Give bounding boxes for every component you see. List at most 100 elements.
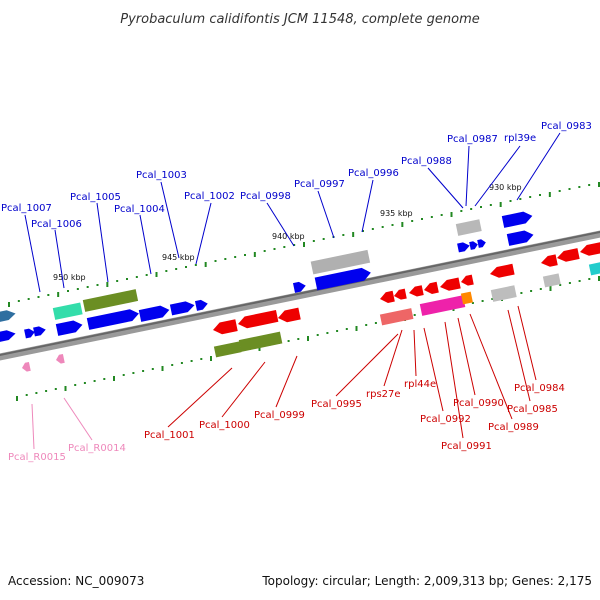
gene-shape-0999-shape bbox=[278, 307, 301, 323]
upper-tick bbox=[37, 296, 40, 298]
gene-label-pcal-1003[interactable]: Pcal_1003 bbox=[136, 170, 187, 181]
callout-rpl44e bbox=[413, 329, 417, 377]
gene-label-pcal-1006[interactable]: Pcal_1006 bbox=[31, 219, 82, 230]
domain-0988-shape bbox=[455, 219, 482, 236]
lower-tick bbox=[559, 284, 562, 286]
upper-tick bbox=[234, 256, 237, 258]
upper-tick bbox=[421, 218, 423, 220]
upper-tick bbox=[391, 224, 394, 226]
gene-label-pcal-0996[interactable]: Pcal_0996 bbox=[348, 168, 399, 179]
gene-shape-rps27e bbox=[394, 288, 407, 300]
gene-label-pcal-0988[interactable]: Pcal_0988 bbox=[401, 156, 452, 167]
domain-0988 bbox=[455, 219, 482, 236]
upper-tick bbox=[135, 276, 138, 278]
upper-tick bbox=[273, 248, 276, 250]
gene-label-pcal-0987[interactable]: Pcal_0987 bbox=[447, 134, 498, 145]
rna-shape-r0014 bbox=[56, 353, 65, 364]
gene-label-pcal-0990[interactable]: Pcal_0990 bbox=[453, 398, 504, 409]
lower-tick bbox=[481, 300, 484, 302]
gene-label-pcal-1000[interactable]: Pcal_1000 bbox=[199, 420, 250, 431]
gene-shape-1007b-shape bbox=[24, 328, 35, 339]
callout-0999 bbox=[275, 355, 298, 408]
upper-tick bbox=[96, 284, 99, 286]
upper-tick bbox=[244, 254, 246, 256]
gene-label-pcal-0985[interactable]: Pcal_0985 bbox=[507, 404, 558, 415]
gene-label-pcal-1001[interactable]: Pcal_1001 bbox=[144, 430, 195, 441]
gene-label-pcal-0984[interactable]: Pcal_0984 bbox=[514, 383, 565, 394]
gene-label-rps27e[interactable]: rps27e bbox=[366, 389, 401, 400]
lower-tick bbox=[588, 278, 591, 280]
gene-label-pcal-r0015[interactable]: Pcal_R0015 bbox=[8, 452, 66, 463]
gene-label-pcal-1005[interactable]: Pcal_1005 bbox=[70, 192, 121, 203]
lower-tick bbox=[539, 288, 542, 290]
lower-tick bbox=[326, 332, 329, 334]
domain-1001 bbox=[213, 341, 242, 358]
callout-0983 bbox=[516, 132, 561, 201]
callout-1007 bbox=[24, 214, 41, 293]
lower-tick bbox=[520, 292, 523, 294]
upper-tick bbox=[263, 250, 266, 252]
callout-1001 bbox=[167, 367, 233, 428]
gene-label-pcal-0992[interactable]: Pcal_0992 bbox=[420, 414, 471, 425]
gene-label-pcal-0999[interactable]: Pcal_0999 bbox=[254, 410, 305, 421]
lower-tick bbox=[64, 386, 67, 391]
lower-tick bbox=[151, 368, 154, 370]
domain-0985 bbox=[542, 273, 561, 288]
domain-0984-shape bbox=[588, 261, 600, 276]
gene-shape-0988 bbox=[457, 242, 470, 253]
callout-1000 bbox=[221, 361, 266, 418]
domain-0997 bbox=[310, 249, 371, 275]
rna-shape-r0015-shape bbox=[22, 361, 31, 372]
upper-tick bbox=[499, 202, 502, 207]
gene-shape-0997 bbox=[314, 267, 371, 291]
rna-shape-r0015 bbox=[22, 361, 31, 372]
upper-tick bbox=[539, 194, 541, 196]
upper-tick bbox=[450, 212, 453, 217]
callout-1005 bbox=[96, 202, 109, 283]
gene-label-pcal-1007[interactable]: Pcal_1007 bbox=[1, 203, 52, 214]
gene-shape-0992-shape bbox=[424, 281, 439, 294]
upper-tick bbox=[568, 188, 571, 190]
gene-label-rpl39e[interactable]: rpl39e bbox=[504, 133, 536, 144]
gene-shape-0985 bbox=[541, 254, 558, 267]
gene-shape-0983b-shape bbox=[506, 230, 534, 246]
upper-tick bbox=[204, 262, 207, 267]
domain-0984 bbox=[588, 261, 600, 276]
gene-shape-0997-shape bbox=[314, 267, 371, 291]
upper-tick bbox=[155, 272, 158, 277]
gene-label-pcal-r0014[interactable]: Pcal_R0014 bbox=[68, 443, 126, 454]
callout-1004 bbox=[139, 214, 152, 275]
gene-shape-1003 bbox=[169, 301, 195, 316]
gene-shape-0989 bbox=[490, 263, 515, 278]
gene-label-pcal-0991[interactable]: Pcal_0991 bbox=[441, 441, 492, 452]
gene-label-pcal-1004[interactable]: Pcal_1004 bbox=[114, 204, 165, 215]
callout-0996 bbox=[361, 179, 374, 233]
gene-label-pcal-0998[interactable]: Pcal_0998 bbox=[240, 191, 291, 202]
lower-tick bbox=[598, 276, 600, 281]
gene-label-pcal-1002[interactable]: Pcal_1002 bbox=[184, 191, 235, 202]
lower-tick bbox=[413, 314, 416, 316]
lower-tick bbox=[161, 366, 164, 371]
gene-shape-rpl44e-shape bbox=[409, 285, 424, 297]
gene-shape-1002 bbox=[194, 299, 208, 311]
gene-label-pcal-0995[interactable]: Pcal_0995 bbox=[311, 399, 362, 410]
upper-tick bbox=[57, 292, 60, 297]
gene-label-pcal-0997[interactable]: Pcal_0997 bbox=[294, 179, 345, 190]
upper-tick bbox=[440, 214, 443, 216]
gene-label-rpl44e[interactable]: rpl44e bbox=[404, 379, 436, 390]
gene-shape-0995-shape bbox=[380, 290, 395, 303]
lower-tick bbox=[83, 382, 86, 384]
lower-tick bbox=[316, 334, 319, 336]
gene-label-pcal-0989[interactable]: Pcal_0989 bbox=[488, 422, 539, 433]
upper-tick bbox=[371, 228, 374, 230]
callout-0989 bbox=[469, 313, 513, 420]
gene-shape-0991 bbox=[440, 277, 461, 291]
gene-shape-0983r bbox=[580, 242, 600, 256]
lower-tick bbox=[132, 372, 135, 374]
callout-1002 bbox=[195, 202, 212, 265]
upper-tick bbox=[430, 216, 433, 218]
gene-shape-0990 bbox=[461, 274, 474, 286]
gene-label-pcal-0983[interactable]: Pcal_0983 bbox=[541, 121, 592, 132]
gene-shape-0985-shape bbox=[541, 254, 558, 267]
callout-lines bbox=[24, 132, 561, 450]
